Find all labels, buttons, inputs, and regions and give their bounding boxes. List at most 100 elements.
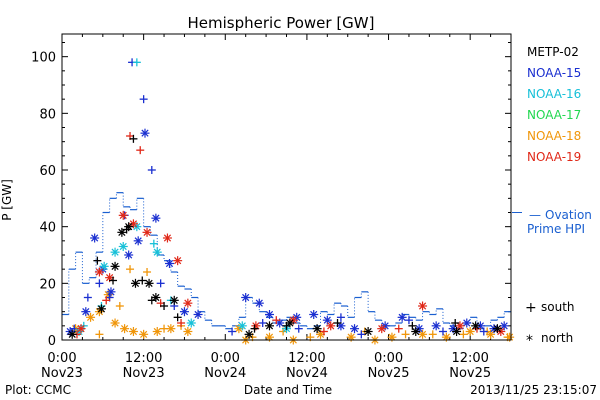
north-point xyxy=(152,327,162,336)
north-point xyxy=(96,304,106,314)
south-point xyxy=(115,302,124,310)
data-points xyxy=(65,58,515,345)
north-point xyxy=(312,324,322,334)
x-axis-ticks: 0:00Nov2312:00Nov230:00Nov2412:00Nov240:… xyxy=(41,34,491,381)
north-point xyxy=(186,318,196,328)
north-point xyxy=(67,329,77,339)
x-tick-time-label: 0:00 xyxy=(374,351,403,366)
x-tick-time-label: 12:00 xyxy=(125,351,162,366)
south-point xyxy=(83,293,92,302)
north-point xyxy=(144,278,154,288)
north-point xyxy=(110,247,120,257)
north-point xyxy=(492,324,502,334)
south-point xyxy=(177,319,186,327)
north-point xyxy=(128,219,138,229)
y-tick-label: 20 xyxy=(39,277,56,292)
south-point xyxy=(138,276,147,285)
north-point xyxy=(264,321,274,331)
north-point xyxy=(133,236,143,246)
north-point xyxy=(140,128,150,138)
north-point xyxy=(128,327,138,336)
north-point xyxy=(99,261,109,271)
north-point xyxy=(94,267,104,277)
ovation-hpi-line xyxy=(62,192,512,330)
north-point xyxy=(377,324,387,334)
south-symbol: + xyxy=(525,300,537,316)
north-point xyxy=(152,247,162,257)
x-tick-time-label: 12:00 xyxy=(288,351,325,366)
north-symbol: * xyxy=(526,333,533,349)
south-point xyxy=(122,225,131,234)
south-point xyxy=(143,268,152,276)
north-point xyxy=(76,324,86,334)
north-point xyxy=(465,327,475,336)
y-axis-ticks: 0 20 40 60 80 100 xyxy=(31,42,511,349)
x-tick-date-label: Nov24 xyxy=(286,366,328,381)
south-point xyxy=(408,321,417,330)
south-point xyxy=(250,324,259,333)
south-point xyxy=(147,166,156,174)
legend-entry: NOAA-16 xyxy=(527,87,581,101)
y-tick-label: 40 xyxy=(39,221,56,236)
north-point xyxy=(264,310,274,319)
north-point xyxy=(251,321,261,331)
south-point xyxy=(95,330,104,339)
y-axis-label: P [GW] xyxy=(0,179,14,221)
north-point xyxy=(151,293,161,302)
north-point xyxy=(418,301,428,311)
south-point xyxy=(438,327,447,336)
north-point xyxy=(139,329,149,339)
south-point xyxy=(294,324,303,333)
x-tick-date-label: Nov23 xyxy=(41,366,83,381)
south-point xyxy=(149,239,158,248)
south-point xyxy=(160,324,169,333)
south-point xyxy=(428,330,437,339)
south-point xyxy=(160,302,169,310)
plot-timestamp: 2013/11/25 23:15:07 xyxy=(470,383,597,397)
x-axis-label: Date and Time xyxy=(244,383,332,397)
north-point xyxy=(462,318,472,328)
north-point xyxy=(169,295,179,305)
north-point xyxy=(110,261,120,271)
south-point xyxy=(95,279,104,288)
north-point xyxy=(124,250,134,260)
south-point xyxy=(173,313,182,322)
legend-entry: NOAA-19 xyxy=(527,150,581,164)
north-point xyxy=(183,327,193,336)
ovation-legend-label: Ovation xyxy=(545,208,592,222)
south-point xyxy=(129,134,138,143)
south-point xyxy=(401,330,410,339)
north-point xyxy=(309,310,319,319)
x-tick-date-label: Nov24 xyxy=(204,366,246,381)
north-point xyxy=(237,321,247,331)
x-tick-date-label: Nov25 xyxy=(449,366,491,381)
south-legend-label: south xyxy=(541,300,575,314)
north-point xyxy=(110,318,120,328)
north-point xyxy=(164,259,174,268)
north-point xyxy=(244,329,254,339)
y-tick-label: 80 xyxy=(39,107,56,122)
north-point xyxy=(241,293,251,302)
north-point xyxy=(117,227,127,237)
north-point xyxy=(471,321,481,331)
north-point xyxy=(162,233,172,243)
south-point xyxy=(228,327,237,336)
north-point xyxy=(452,327,462,336)
legend-entry: NOAA-17 xyxy=(527,108,581,122)
north-point xyxy=(173,256,183,266)
north-point xyxy=(183,298,193,308)
south-point xyxy=(282,321,291,330)
north-legend-label: north xyxy=(541,331,573,345)
north-point xyxy=(350,324,360,334)
south-point xyxy=(102,296,111,305)
legend-entry: METP-02 xyxy=(527,45,579,59)
south-point xyxy=(319,327,328,336)
south-point xyxy=(258,319,267,327)
north-point xyxy=(346,332,356,342)
south-point xyxy=(357,330,366,339)
x-tick-time-label: 12:00 xyxy=(451,351,488,366)
y-tick-label: 60 xyxy=(39,164,56,179)
x-tick-date-label: Nov25 xyxy=(368,366,410,381)
north-point xyxy=(411,327,421,336)
